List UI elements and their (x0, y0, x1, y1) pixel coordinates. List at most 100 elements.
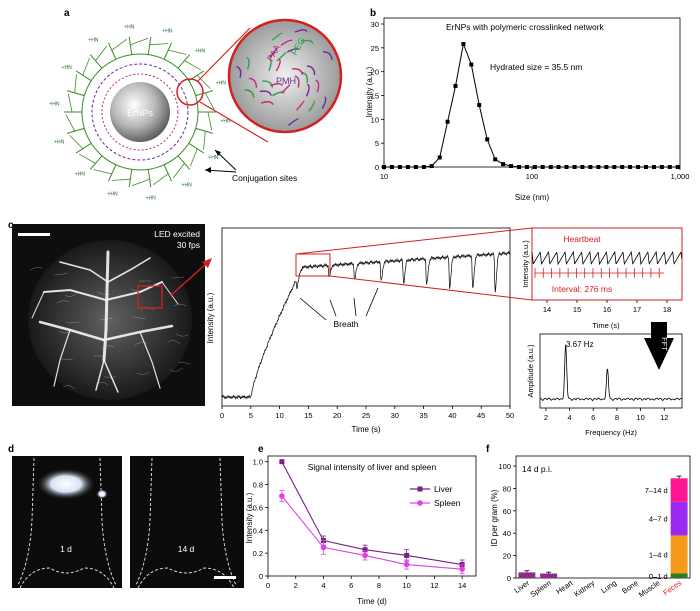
data-point (459, 566, 465, 572)
ligand-spike (195, 127, 214, 134)
pmh-label: PMH (276, 76, 296, 86)
fft-arrow-head (644, 338, 674, 370)
polymer-chain (315, 79, 320, 93)
panel-c-trace: Intensity (a.u.) Time (s) 0 5 10 15 20 25 30 35… (206, 227, 533, 434)
data-point (659, 165, 664, 169)
panel-a-schematic: ErNPs +HN+HN+HN+HN+HN+HN+HN+HN+HN+HN+HN+… (49, 18, 343, 201)
data-point (628, 165, 633, 169)
polymer-chain (296, 100, 305, 111)
amine-label: +HN (208, 155, 219, 161)
data-point (405, 165, 410, 169)
amine-label: +HN (124, 25, 135, 31)
vessel (59, 261, 109, 283)
data-point (556, 165, 561, 169)
capillary (167, 340, 181, 345)
y-tick-label: 20 (503, 552, 511, 561)
x-tick-label: 8 (615, 413, 619, 422)
polymer-chain (321, 96, 327, 110)
ligand-branch (130, 38, 149, 46)
y-axis-label: Intensity (a.u.) (365, 66, 374, 117)
ligand-spike (163, 164, 173, 182)
data-point (501, 162, 506, 167)
data-point (636, 165, 641, 169)
amine-label: +HN (162, 28, 173, 34)
vessel (53, 329, 71, 387)
ligand-branch (204, 92, 215, 110)
capillary (97, 291, 111, 295)
day-1-label: 1 d (60, 544, 72, 554)
amine-label: +HN (220, 119, 231, 125)
x-tick-label: 2 (294, 581, 298, 590)
category-label: Spleen (528, 578, 552, 599)
trace-frame (221, 227, 511, 407)
y-ticks: 0 20 40 60 80 100 (498, 462, 516, 583)
crosslinked-network (236, 29, 333, 127)
bar (540, 573, 558, 578)
ligand-branch (168, 49, 187, 55)
x-tick-label: 0 (220, 411, 224, 420)
ligand-branch (196, 74, 211, 89)
scale-bar-d (214, 576, 236, 579)
data-point (620, 165, 625, 169)
heartbeat-x-label: Time (s) (592, 321, 620, 330)
x-tick-label: 45 (477, 411, 485, 420)
polymer-chain (276, 52, 287, 62)
data-point (564, 165, 569, 169)
ligand-spike (75, 70, 92, 82)
ligand-branch (207, 111, 213, 131)
ligand-spike (177, 54, 191, 69)
x-tick-label: 4 (321, 581, 325, 590)
data-point (445, 119, 450, 124)
capillary (95, 382, 109, 386)
zoom-line-top (197, 27, 251, 82)
ligand-branch (82, 57, 90, 76)
y-tick-label: 0.8 (253, 481, 263, 490)
ligand-branch (79, 153, 96, 164)
x-tick-label: 15 (573, 305, 581, 314)
interval-label: Interval: 276 ms (552, 284, 612, 294)
category-label: Kidney (572, 578, 596, 599)
y-tick-label: 10 (371, 115, 379, 124)
ligand-branch (131, 178, 150, 186)
x-tick-label: 10 (636, 413, 644, 422)
polymer-chain (244, 89, 255, 98)
ligand-branch (74, 74, 77, 93)
roi-arrow-line (169, 263, 207, 297)
capillary (99, 317, 113, 321)
polymer-chain (248, 77, 258, 88)
polymer-chain (305, 83, 310, 97)
data-point (477, 103, 482, 108)
ligand-branch (65, 114, 76, 132)
heartbeat-window-box (295, 253, 331, 277)
plot-frame (515, 455, 691, 579)
y-tick-label: 5 (375, 139, 379, 148)
bars (518, 475, 688, 578)
ligand-spike (107, 164, 117, 182)
ligand-spike (75, 142, 92, 154)
x-tick-label: 0 (266, 581, 270, 590)
heartbeat-line (531, 250, 683, 266)
amine-label: +HN (216, 81, 227, 87)
polymer-chain (272, 91, 285, 97)
breath-arrow-1 (299, 297, 327, 321)
data-point (362, 552, 368, 559)
polymer-chain (294, 75, 300, 88)
panel-label-a: a (64, 8, 70, 19)
spleen-signal (96, 489, 108, 499)
y-tick-label: 60 (503, 507, 511, 516)
bar (518, 572, 536, 578)
data-point (643, 165, 648, 169)
x-tick-label: 8 (377, 581, 381, 590)
fft-x-label: Frequency (Hz) (585, 428, 637, 437)
x-axis-label: Time (d) (357, 597, 387, 606)
stacked-bar-segment (670, 535, 688, 574)
data-point (588, 165, 593, 169)
fft-y-label: Amplitude (a.u.) (526, 344, 535, 397)
y-tick-label: 1.0 (253, 458, 263, 467)
legend-spleen-marker (417, 500, 423, 506)
panel-label-f: f (486, 444, 490, 455)
mouse-14d-outline (135, 457, 237, 589)
fft-label: FFT (660, 337, 669, 351)
y-tick-label: 15 (371, 92, 379, 101)
heartbeat-x-ticks: 14 15 16 17 18 (543, 300, 671, 314)
